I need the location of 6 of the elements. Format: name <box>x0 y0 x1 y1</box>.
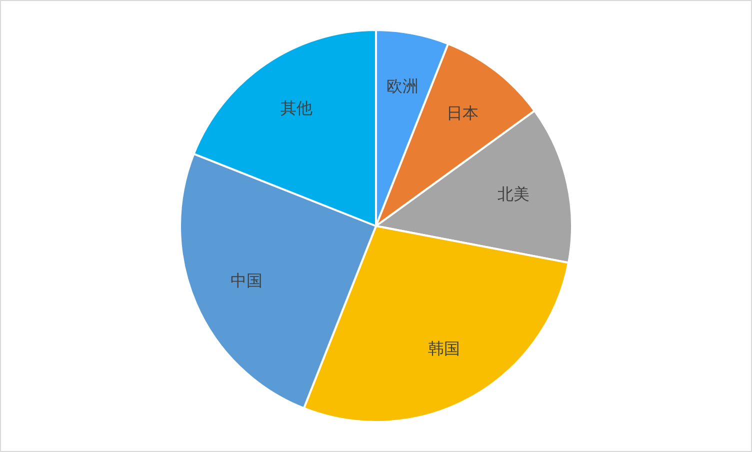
slice-label: 其他 <box>280 98 313 118</box>
slice-label: 欧洲 <box>386 76 418 96</box>
slice-label: 日本 <box>446 104 478 123</box>
slice-label: 北美 <box>498 184 530 204</box>
slice-label: 韩国 <box>428 338 460 358</box>
slice-label: 中国 <box>230 271 262 290</box>
